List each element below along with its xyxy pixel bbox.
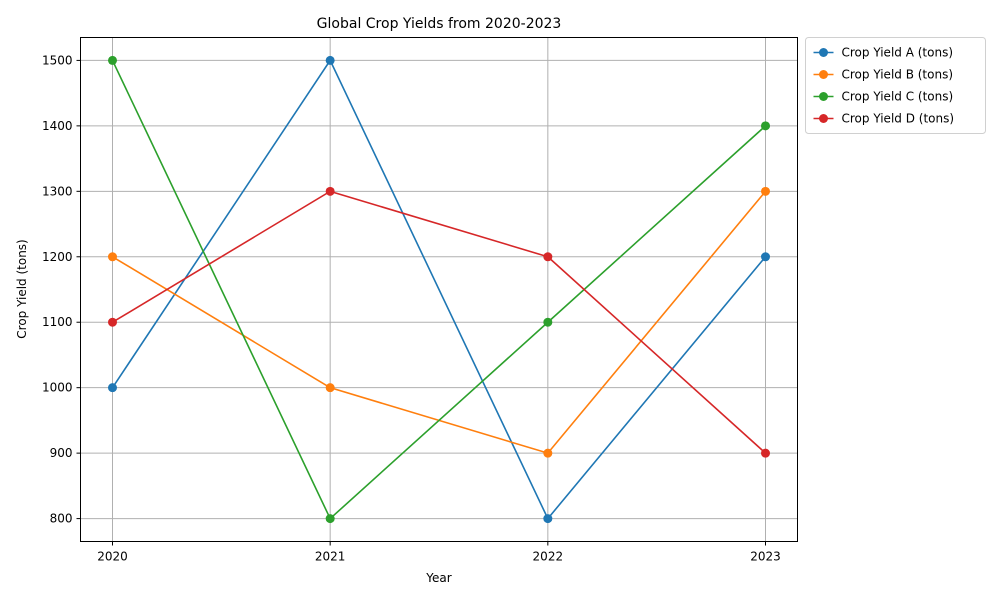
data-point [108,317,117,327]
data-point [325,186,335,196]
series-d [108,186,770,458]
series-a [108,55,770,524]
x-axis: 2020 2021 2022 2023 [97,541,781,564]
y-tick-label: 900 [50,446,73,460]
data-point [543,252,553,262]
legend-item: Crop Yield D (tons) [813,112,955,126]
y-tick-label: 1200 [42,250,73,264]
y-axis: 800 900 1000 1100 1200 1300 1400 1500 [42,53,81,526]
legend-item: Crop Yield B (tons) [813,68,954,82]
x-tick-label: 2022 [533,550,564,564]
data-point [543,448,553,458]
chart-title: Global Crop Yields from 2020-2023 [317,16,562,32]
data-point [108,383,117,393]
x-tick-label: 2023 [750,550,781,564]
legend-label: Crop Yield B (tons) [842,68,954,82]
legend-marker [819,92,828,101]
x-tick-label: 2021 [315,550,346,564]
y-tick-label: 1500 [42,53,73,67]
y-tick-label: 1100 [42,315,73,329]
data-point [761,448,770,458]
y-tick-label: 1300 [42,184,73,198]
series-line [111,60,767,520]
data-point [325,55,335,65]
data-point [543,317,553,327]
legend-marker [819,48,828,57]
series-group [108,55,770,524]
series-c [108,55,770,524]
y-tick-label: 800 [50,512,73,526]
legend-item: Crop Yield A (tons) [813,46,954,60]
plot-frame [80,37,798,542]
series-line [112,190,767,454]
y-tick-label: 1400 [42,119,73,133]
legend-label: Crop Yield D (tons) [842,112,955,126]
legend-label: Crop Yield C (tons) [842,90,954,104]
data-point [325,383,335,393]
x-axis-label: Year [425,571,451,585]
x-tick-label: 2020 [97,550,128,564]
grid [80,37,798,542]
legend-item: Crop Yield C (tons) [813,90,954,104]
data-point [761,121,770,131]
legend-box [805,37,986,134]
y-axis-label: Crop Yield (tons) [15,239,29,338]
legend-marker [819,114,828,123]
data-point [108,55,117,65]
legend-marker [819,70,828,79]
data-point [108,252,117,262]
legend-label: Crop Yield A (tons) [842,46,954,60]
data-point [543,514,553,524]
data-point [761,186,770,196]
data-point [325,514,335,524]
y-tick-label: 1000 [42,381,73,395]
series-line [111,58,767,521]
data-point [761,252,770,262]
legend: Crop Yield A (tons) Crop Yield B (tons) Cr… [805,37,986,134]
